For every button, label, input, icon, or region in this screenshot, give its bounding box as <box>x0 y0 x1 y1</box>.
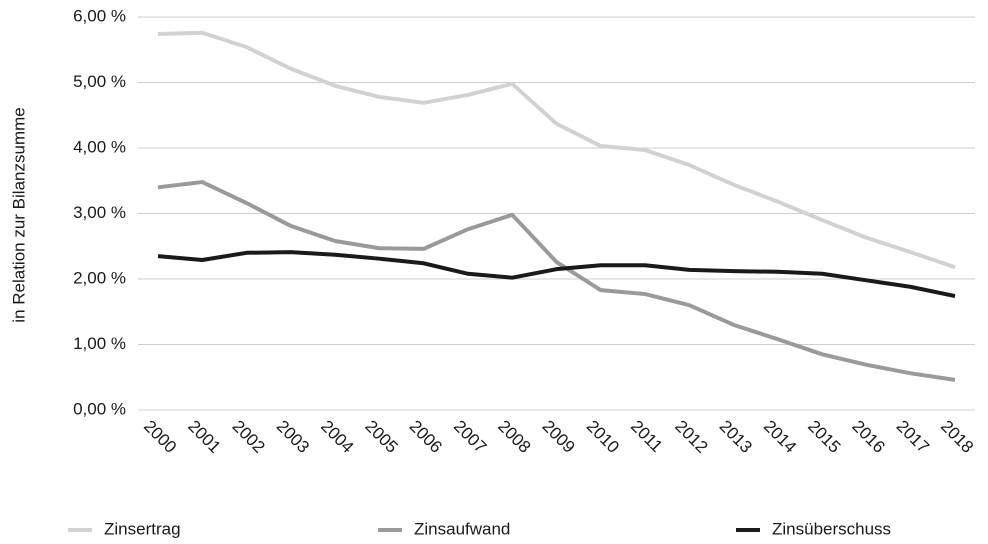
x-tick-label: 2013 <box>716 417 756 457</box>
y-tick-label: 2,00 % <box>73 268 126 287</box>
series-line <box>157 250 956 298</box>
y-axis-label: in Relation zur Bilanzsumme <box>9 107 28 322</box>
x-tick-label: 2011 <box>627 417 666 456</box>
series-line <box>157 30 956 270</box>
x-tick-label: 2016 <box>848 417 888 457</box>
x-tick-label: 2004 <box>317 417 357 457</box>
y-tick-label: 3,00 % <box>73 203 126 222</box>
x-tick-label: 2010 <box>583 417 623 457</box>
y-tick-label: 1,00 % <box>73 334 126 353</box>
x-tick-label: 2007 <box>450 417 490 457</box>
x-tick-label: 2018 <box>937 417 977 457</box>
legend-label: Zinsüberschuss <box>772 519 891 538</box>
y-tick-label: 6,00 % <box>73 6 126 25</box>
x-tick-label: 2000 <box>140 417 180 457</box>
legend-label: Zinsaufwand <box>414 519 510 538</box>
x-tick-label: 2009 <box>539 417 579 457</box>
x-tick-label: 2017 <box>893 417 933 457</box>
legend-label: Zinsertrag <box>104 519 181 538</box>
x-tick-label: 2008 <box>494 417 534 457</box>
x-tick-label: 2012 <box>671 417 711 457</box>
x-tick-label: 2006 <box>406 417 446 457</box>
series-line <box>157 180 956 382</box>
x-tick-label: 2014 <box>760 417 800 457</box>
y-tick-label: 4,00 % <box>73 137 126 156</box>
x-tick-label: 2002 <box>229 417 269 457</box>
x-tick-label: 2005 <box>361 417 401 457</box>
x-tick-label: 2015 <box>804 417 844 457</box>
y-tick-label: 5,00 % <box>73 72 126 91</box>
x-tick-label: 2003 <box>273 417 313 457</box>
y-tick-label: 0,00 % <box>73 399 126 418</box>
x-tick-label: 2001 <box>184 417 224 457</box>
